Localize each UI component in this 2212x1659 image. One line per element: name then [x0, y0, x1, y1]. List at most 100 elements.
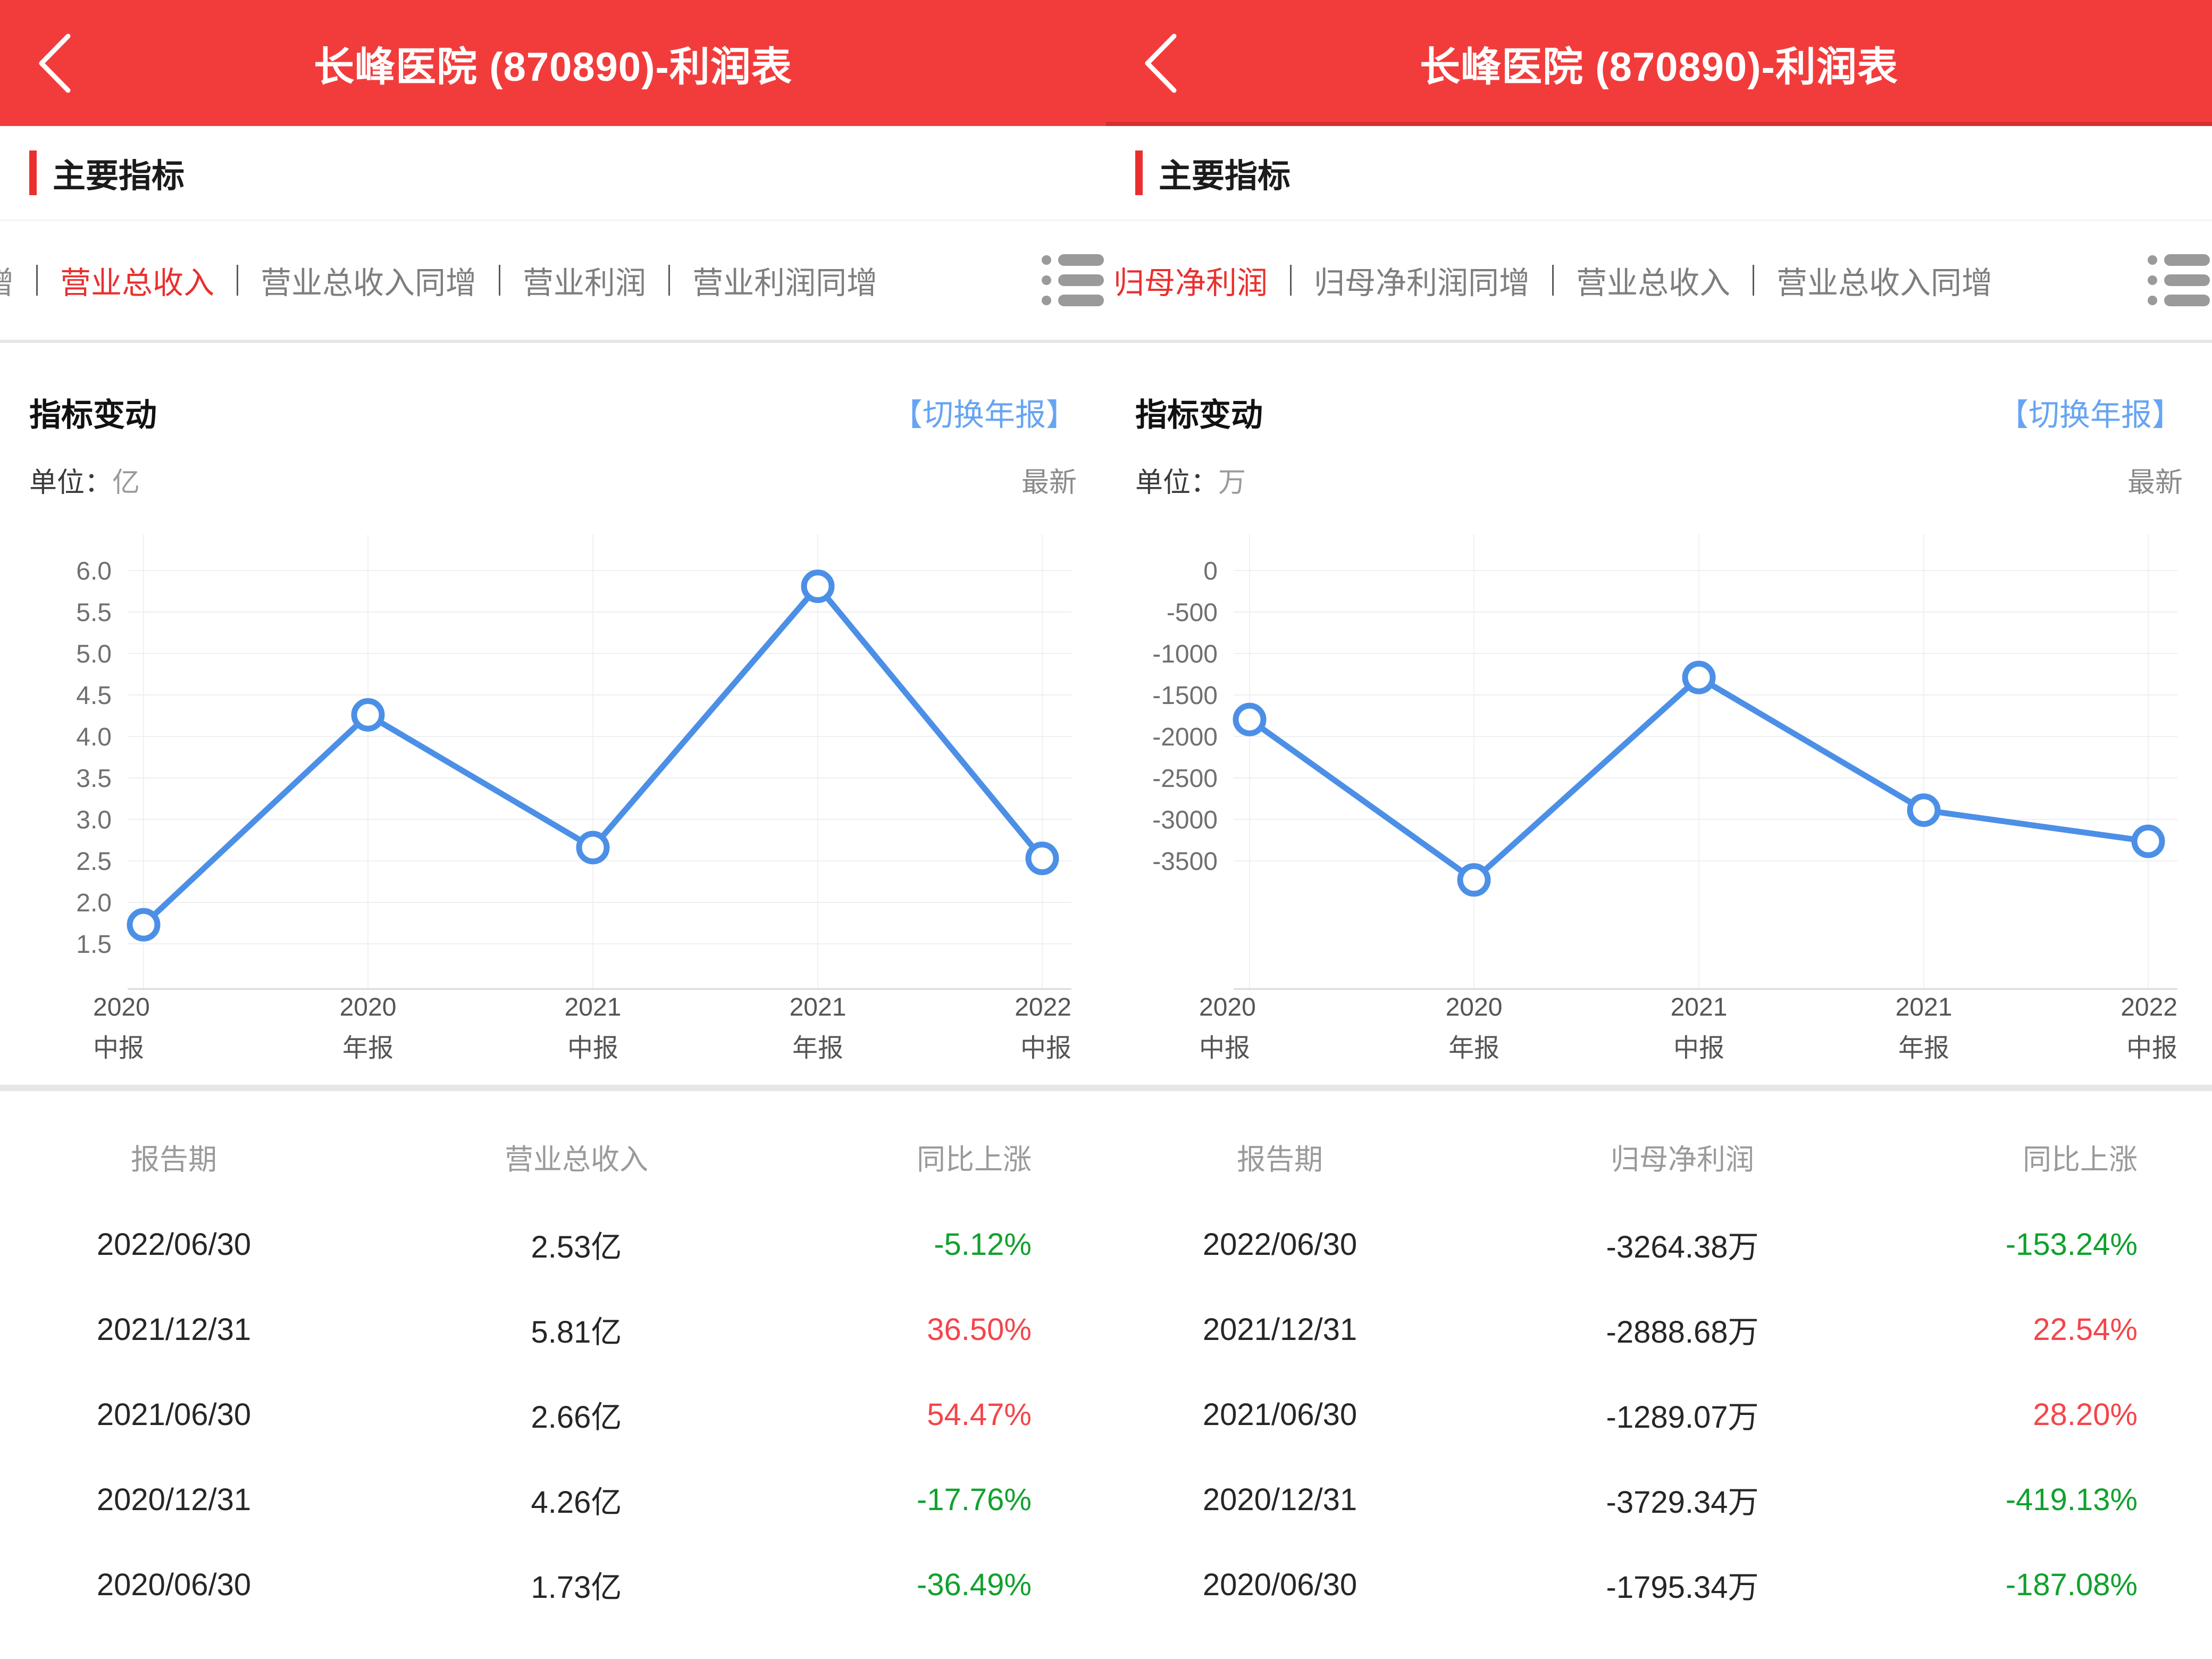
- tab-separator: [36, 265, 38, 296]
- red-accent-bar: [29, 150, 37, 195]
- x-axis-tick: 2021 中报: [565, 993, 622, 1062]
- y-axis-tick: 3.0: [76, 806, 112, 834]
- table-row: 2021/06/30 -1289.07万 28.20%: [1106, 1372, 2212, 1457]
- panel-net-profit: 长峰医院 (870890)-利润表 主要指标 归母净利润 归母净利润同增 营业总收入…: [1106, 0, 2212, 1659]
- indicator-tab-strip: 归母净利润 归母净利润同增 营业总收入 营业总收入同增: [1106, 221, 2212, 343]
- report-date: 2021/06/30: [96, 1397, 252, 1432]
- section-divider: [0, 1085, 1106, 1091]
- tab-营业总收入同增[interactable]: 营业总收入同增: [1777, 266, 1993, 300]
- x-axis-tick: 2022 中报: [2121, 993, 2177, 1062]
- metric-value: 2.53亿: [531, 1230, 622, 1264]
- y-axis-tick: -500: [1167, 599, 1218, 627]
- table-row: 2021/12/31 -2888.68万 22.54%: [1106, 1287, 2212, 1372]
- yoy-percent: 22.54%: [2033, 1312, 2138, 1347]
- list-menu-icon[interactable]: [2146, 248, 2210, 312]
- col-header-yoy: 同比上涨: [2023, 1143, 2138, 1176]
- indicator-title: 指标变动: [29, 397, 157, 433]
- report-table: 报告期 归母净利润 同比上涨 2022/06/30 -3264.38万 -153.2…: [1106, 1091, 2212, 1627]
- latest-label: 最新: [1021, 467, 1077, 498]
- app-header: 长峰医院 (870890)-利润表: [0, 0, 1106, 126]
- latest-label: 最新: [2127, 467, 2183, 498]
- yoy-percent: -153.24%: [2005, 1227, 2138, 1262]
- yoy-percent: -5.12%: [934, 1227, 1032, 1262]
- table-row: 2020/12/31 -3729.34万 -419.13%: [1106, 1457, 2212, 1542]
- tab-overflow-partial[interactable]: 增: [0, 258, 14, 303]
- indicator-header-row: 指标变动 【切换年报】: [1106, 380, 2212, 444]
- y-axis-tick: -2500: [1152, 765, 1218, 793]
- back-chevron-icon: [39, 33, 71, 93]
- table-row: 2021/12/31 5.81亿 36.50%: [0, 1287, 1106, 1372]
- col-header-metric: 归母净利润: [1611, 1143, 1754, 1176]
- data-point-marker: [2131, 824, 2165, 858]
- yoy-percent: -17.76%: [916, 1482, 1032, 1517]
- x-axis-tick: 2022 中报: [1015, 993, 1071, 1062]
- unit-row: 单位：万 最新: [1106, 457, 2212, 502]
- col-header-report-period: 报告期: [131, 1143, 217, 1176]
- section-divider: [1106, 1085, 2212, 1091]
- y-axis-tick: 4.5: [76, 682, 112, 710]
- tab-营业总收入[interactable]: 营业总收入: [60, 266, 215, 300]
- table-row: 2021/06/30 2.66亿 54.47%: [0, 1372, 1106, 1457]
- tab-separator: [1552, 265, 1554, 296]
- switch-annual-report-link[interactable]: 【切换年报】: [891, 398, 1077, 432]
- tab-separator: [499, 265, 501, 296]
- panel-revenue: 长峰医院 (870890)-利润表 主要指标 增营业总收入营业总收入同增营业利润…: [0, 0, 1106, 1627]
- back-button[interactable]: [1133, 29, 1191, 98]
- x-axis-tick: 2021 年报: [790, 993, 847, 1062]
- switch-annual-report-link[interactable]: 【切换年报】: [1997, 398, 2183, 432]
- data-point-marker: [801, 569, 835, 604]
- y-axis-tick: 4.0: [76, 723, 112, 751]
- app-header: 长峰医院 (870890)-利润表: [1106, 0, 2212, 126]
- metric-value: -3729.34万: [1606, 1485, 1759, 1520]
- report-date: 2021/12/31: [1202, 1312, 1358, 1347]
- list-menu-icon[interactable]: [1040, 248, 1104, 312]
- unit-row: 单位：亿 最新: [0, 457, 1106, 502]
- col-header-report-period: 报告期: [1237, 1143, 1323, 1176]
- x-axis-tick: 2020 中报: [1199, 993, 1256, 1062]
- y-axis-tick: 0: [1203, 557, 1218, 585]
- yoy-percent: -419.13%: [2005, 1482, 2138, 1517]
- report-date: 2021/12/31: [96, 1312, 252, 1347]
- trend-line-chart: 0 -500 -1000 -1500 -2000 -2500 -3000 -3500 2020 中…: [1152, 534, 2177, 1062]
- report-date: 2022/06/30: [96, 1227, 252, 1262]
- section-title: 主要指标: [53, 158, 185, 195]
- tab-归母净利润[interactable]: 归母净利润: [1113, 266, 1268, 300]
- data-point-marker: [127, 908, 161, 942]
- metric-value: 4.26亿: [531, 1485, 622, 1520]
- section-main-indicators: 主要指标: [1106, 126, 2212, 221]
- page-title: 长峰医院 (870890)-利润表: [314, 44, 792, 90]
- metric-value: 5.81亿: [531, 1315, 622, 1350]
- report-date: 2022/06/30: [1202, 1227, 1358, 1262]
- back-chevron-icon: [1145, 33, 1177, 93]
- tab-归母净利润同增[interactable]: 归母净利润同增: [1314, 266, 1530, 300]
- y-axis-tick: -1500: [1152, 682, 1218, 710]
- tab-营业利润[interactable]: 营业利润: [523, 266, 647, 300]
- x-axis-tick: 2020 年报: [340, 993, 397, 1062]
- tab-separator: [1290, 265, 1292, 296]
- indicator-header-row: 指标变动 【切换年报】: [0, 380, 1106, 444]
- table-row: 2020/12/31 4.26亿 -17.76%: [0, 1457, 1106, 1542]
- y-axis-tick: 1.5: [76, 931, 112, 959]
- indicator-tab-strip: 增 营业总收入 营业总收入同增 营业利润 营业利润同增: [0, 221, 1106, 343]
- table-row: 2022/06/30 2.53亿 -5.12%: [0, 1202, 1106, 1287]
- col-header-yoy: 同比上涨: [917, 1143, 1032, 1176]
- report-date: 2021/06/30: [1202, 1397, 1358, 1432]
- unit-label: 单位：万: [1135, 467, 1246, 498]
- y-axis-tick: 5.0: [76, 640, 112, 668]
- trend-line-chart: 6.0 5.5 5.0 4.5 4.0 3.5 3.0 2.5 2.0 1.5 2020 中报 2020…: [76, 534, 1071, 1062]
- metric-value: -2888.68万: [1606, 1315, 1759, 1350]
- unit-label: 单位：亿: [29, 467, 140, 498]
- tab-营业利润同增[interactable]: 营业利润同增: [692, 266, 878, 300]
- back-button[interactable]: [27, 29, 85, 98]
- metric-value: 1.73亿: [531, 1570, 622, 1605]
- yoy-percent: 28.20%: [2033, 1397, 2138, 1432]
- data-point-marker: [351, 698, 385, 732]
- yoy-percent: 54.47%: [927, 1397, 1032, 1432]
- tab-营业总收入[interactable]: 营业总收入: [1576, 266, 1731, 300]
- table-header-row: 报告期 营业总收入 同比上涨: [0, 1111, 1106, 1202]
- data-point-marker: [1457, 863, 1491, 897]
- metric-value: -1289.07万: [1606, 1400, 1759, 1435]
- col-header-metric: 营业总收入: [505, 1143, 648, 1176]
- tab-营业总收入同增[interactable]: 营业总收入同增: [261, 266, 477, 300]
- table-row: 2020/06/30 1.73亿 -36.49%: [0, 1542, 1106, 1627]
